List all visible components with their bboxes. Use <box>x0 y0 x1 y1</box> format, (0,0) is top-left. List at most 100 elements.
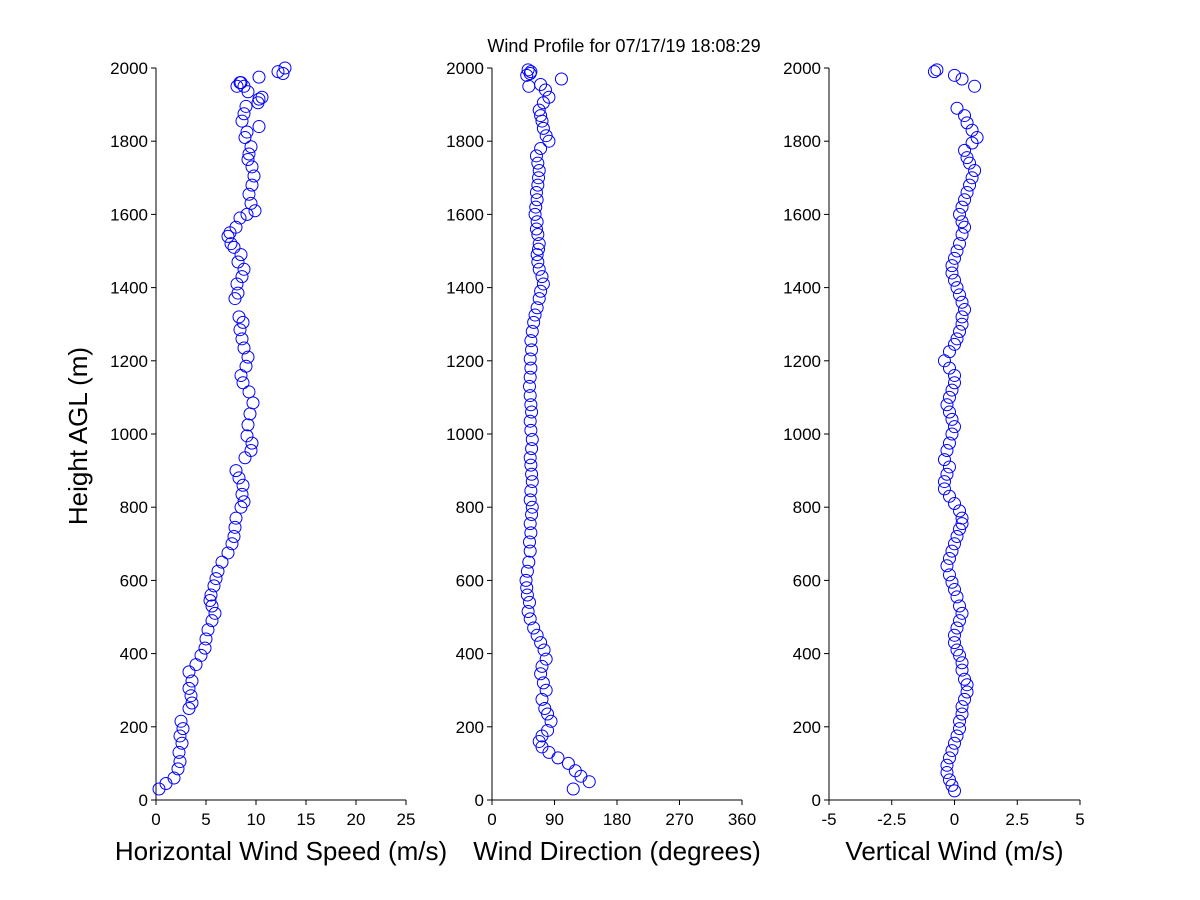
data-point <box>175 736 189 750</box>
data-point <box>955 707 969 721</box>
y-tick-label: 200 <box>120 718 148 737</box>
data-point <box>242 147 256 161</box>
data-point <box>241 418 255 432</box>
data-point <box>211 564 225 578</box>
data-point <box>950 101 964 115</box>
data-point <box>247 169 261 183</box>
data-point <box>228 520 242 534</box>
data-point <box>955 700 969 714</box>
y-tick-label: 2000 <box>783 59 821 78</box>
data-point <box>532 163 546 177</box>
chart-panels: 0 200 400 600 800 1000 1200 1400 1600 1800 2000 0 5 1… <box>110 59 1085 866</box>
data-point <box>948 420 961 434</box>
data-point <box>235 332 249 346</box>
data-point <box>948 784 961 798</box>
data-point <box>276 66 290 80</box>
data-point <box>955 215 969 229</box>
data-point <box>520 588 534 602</box>
y-tick-label: 1000 <box>446 425 484 444</box>
y-tick-label: 0 <box>475 791 484 810</box>
data-point <box>523 414 537 428</box>
data-point <box>970 131 984 145</box>
data-point <box>945 575 959 589</box>
data-point <box>945 383 959 397</box>
y-axis-label: Height AGL (m) <box>63 347 93 525</box>
data-point <box>245 436 259 450</box>
data-point <box>948 273 961 287</box>
data-point <box>185 696 199 710</box>
data-point <box>525 405 539 419</box>
data-point <box>536 277 550 291</box>
y-tick-label: 600 <box>120 571 148 590</box>
data-point <box>955 606 969 620</box>
y-tick-label: 1200 <box>446 352 484 371</box>
y-tick-label: 800 <box>456 498 484 517</box>
data-point <box>523 517 537 531</box>
data-point <box>958 143 972 157</box>
data-point <box>955 310 969 324</box>
data-point <box>236 376 250 390</box>
data-point <box>551 751 565 765</box>
data-point <box>960 151 974 165</box>
data-point <box>531 156 545 170</box>
data-point <box>953 722 967 736</box>
y-tick-label: 400 <box>120 645 148 664</box>
data-point <box>237 341 251 355</box>
data-point <box>232 310 246 324</box>
data-point <box>942 568 956 582</box>
data-point <box>955 200 969 214</box>
x-tick-label: -5 <box>821 810 836 829</box>
data-point <box>182 665 196 679</box>
data-point <box>955 317 969 331</box>
data-point <box>968 79 982 93</box>
data-point <box>525 467 539 481</box>
data-point <box>227 240 241 254</box>
y-tick-label: 1000 <box>783 425 821 444</box>
data-point <box>538 702 552 715</box>
data-point <box>185 674 199 688</box>
data-point <box>208 606 222 620</box>
y-tick-label: 2000 <box>110 59 148 78</box>
data-point <box>527 315 541 329</box>
data-point <box>532 237 546 251</box>
data-point <box>252 92 266 106</box>
data-point <box>942 361 956 375</box>
data-point <box>209 572 223 586</box>
data-point <box>271 65 285 79</box>
data-point <box>201 623 215 637</box>
data-point <box>953 599 967 613</box>
data-point <box>234 368 248 382</box>
data-point <box>942 460 956 474</box>
data-point <box>184 689 198 703</box>
data-point <box>542 90 556 104</box>
x-tick-label: 0 <box>151 810 160 829</box>
y-tick-label: 1400 <box>446 279 484 298</box>
x-tick-label: 90 <box>545 810 564 829</box>
data-point <box>950 529 964 543</box>
data-point <box>235 487 249 501</box>
data-point <box>953 288 967 302</box>
data-point <box>955 517 969 531</box>
x-tick-label: 5 <box>201 810 210 829</box>
data-point <box>238 131 252 145</box>
data-point <box>520 581 534 595</box>
y-tick-label: 800 <box>120 498 148 517</box>
data-point <box>953 504 967 518</box>
data-point <box>940 758 954 772</box>
y-tick-label: 1600 <box>446 205 484 224</box>
y-tick-label: 1400 <box>783 279 821 298</box>
data-point <box>525 343 539 357</box>
y-tick-label: 1600 <box>783 205 821 224</box>
data-point <box>566 782 580 796</box>
data-point <box>199 632 213 646</box>
data-point <box>942 390 956 404</box>
data-point <box>532 262 546 276</box>
data-point <box>530 215 544 229</box>
data-point <box>239 359 253 373</box>
y-tick-label: 0 <box>139 791 148 810</box>
data-point <box>535 692 549 706</box>
y-tick-label: 1800 <box>110 132 148 151</box>
data-point <box>554 72 568 86</box>
data-point <box>534 142 548 156</box>
data-point <box>524 398 538 412</box>
